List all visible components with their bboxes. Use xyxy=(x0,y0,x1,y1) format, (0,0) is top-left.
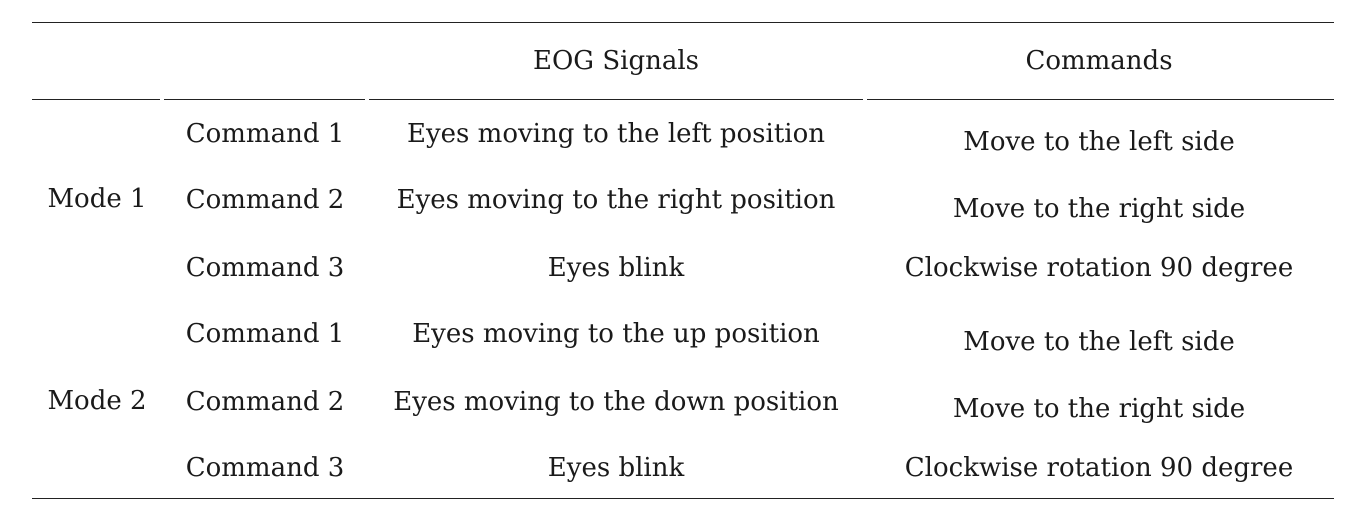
header-rule-col2 xyxy=(164,99,365,100)
command-cell: Command 1 xyxy=(185,319,345,349)
header-commands: Commands xyxy=(1025,46,1173,76)
signal-cell: Eyes moving to the right position xyxy=(396,185,836,215)
signal-cell: Eyes moving to the up position xyxy=(412,319,820,349)
action-cell: Move to the left side xyxy=(963,327,1235,357)
header-rule-col1 xyxy=(32,99,160,100)
action-cell: Clockwise rotation 90 degree xyxy=(904,453,1294,483)
action-cell: Move to the right side xyxy=(952,394,1246,424)
command-cell: Command 2 xyxy=(185,387,345,417)
signal-cell: Eyes blink xyxy=(547,453,685,483)
top-rule xyxy=(32,22,1334,23)
mode-label: Mode 2 xyxy=(47,386,147,416)
signal-cell: Eyes blink xyxy=(547,253,685,283)
command-cell: Command 2 xyxy=(185,185,345,215)
header-rule-col4 xyxy=(867,99,1334,100)
action-cell: Move to the left side xyxy=(963,127,1235,157)
command-cell: Command 3 xyxy=(185,453,345,483)
command-cell: Command 1 xyxy=(185,119,345,149)
signal-cell: Eyes moving to the left position xyxy=(407,119,825,149)
signal-cell: Eyes moving to the down position xyxy=(393,387,839,417)
header-eog-signals: EOG Signals xyxy=(532,46,700,76)
bottom-rule xyxy=(32,498,1334,499)
action-cell: Move to the right side xyxy=(952,194,1246,224)
mode-label: Mode 1 xyxy=(47,184,147,214)
header-rule-col3 xyxy=(369,99,863,100)
action-cell: Clockwise rotation 90 degree xyxy=(904,253,1294,283)
command-cell: Command 3 xyxy=(185,253,345,283)
